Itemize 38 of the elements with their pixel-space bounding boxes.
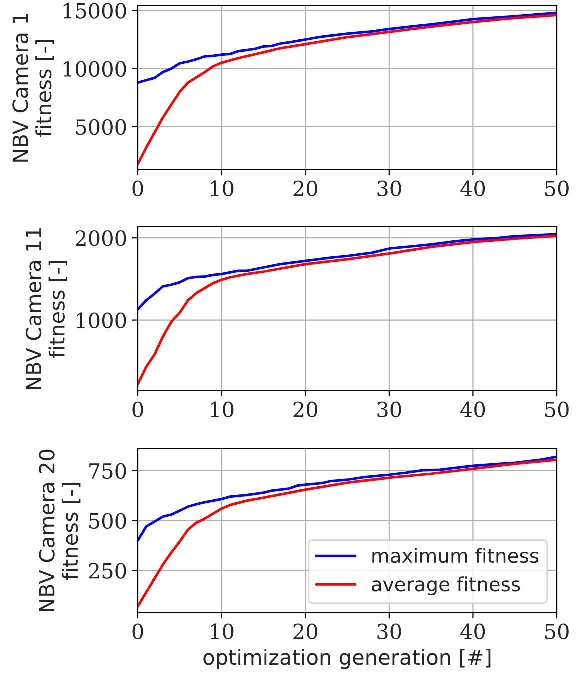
legend-label: maximum fitness <box>372 548 539 564</box>
x-tick-label: 40 <box>460 402 486 418</box>
y-tick-label: 1000 <box>77 312 126 329</box>
x-axis-title: optimization generation [#] <box>204 649 491 670</box>
y-axis-title: NBV Camera 20 fitness [-] <box>39 450 81 612</box>
y-tick-label: 10000 <box>64 61 126 78</box>
x-tick-label: 50 <box>546 624 569 640</box>
x-tick-label: 0 <box>132 624 144 640</box>
x-tick-label: 30 <box>378 624 402 640</box>
y-tick-label: 750 <box>90 463 126 480</box>
y-tick-label: 15000 <box>64 3 126 19</box>
line-series <box>138 456 557 542</box>
line-series <box>138 12 557 84</box>
x-tick-label: 10 <box>211 624 234 640</box>
line-series <box>138 458 557 608</box>
y-tick-label: 500 <box>90 513 126 530</box>
x-tick-label: 0 <box>132 402 144 418</box>
x-tick-label: 20 <box>294 624 318 640</box>
y-tick-label: 2000 <box>76 230 126 246</box>
x-tick-label: 50 <box>546 180 569 197</box>
x-tick-label: 40 <box>460 180 486 197</box>
x-tick-label: 20 <box>294 180 318 197</box>
x-tick-label: 30 <box>378 180 402 197</box>
y-tick-label: 250 <box>89 563 126 579</box>
line-series <box>138 233 557 311</box>
legend-label: average fitness <box>372 576 520 596</box>
x-tick-label: 50 <box>546 402 569 418</box>
x-tick-label: 20 <box>294 402 318 418</box>
line-series <box>138 14 557 166</box>
x-tick-label: 40 <box>460 624 486 640</box>
x-tick-label: 30 <box>378 402 402 418</box>
y-axis-title: NBV Camera 1 fitness [-] <box>12 14 54 162</box>
x-tick-label: 10 <box>211 402 234 418</box>
y-tick-label: 5000 <box>76 119 126 136</box>
line-series <box>138 234 557 386</box>
y-axis-title: NBV Camera 11 fitness [-] <box>26 228 68 390</box>
x-tick-label: 0 <box>132 180 144 197</box>
x-tick-label: 10 <box>211 180 234 197</box>
